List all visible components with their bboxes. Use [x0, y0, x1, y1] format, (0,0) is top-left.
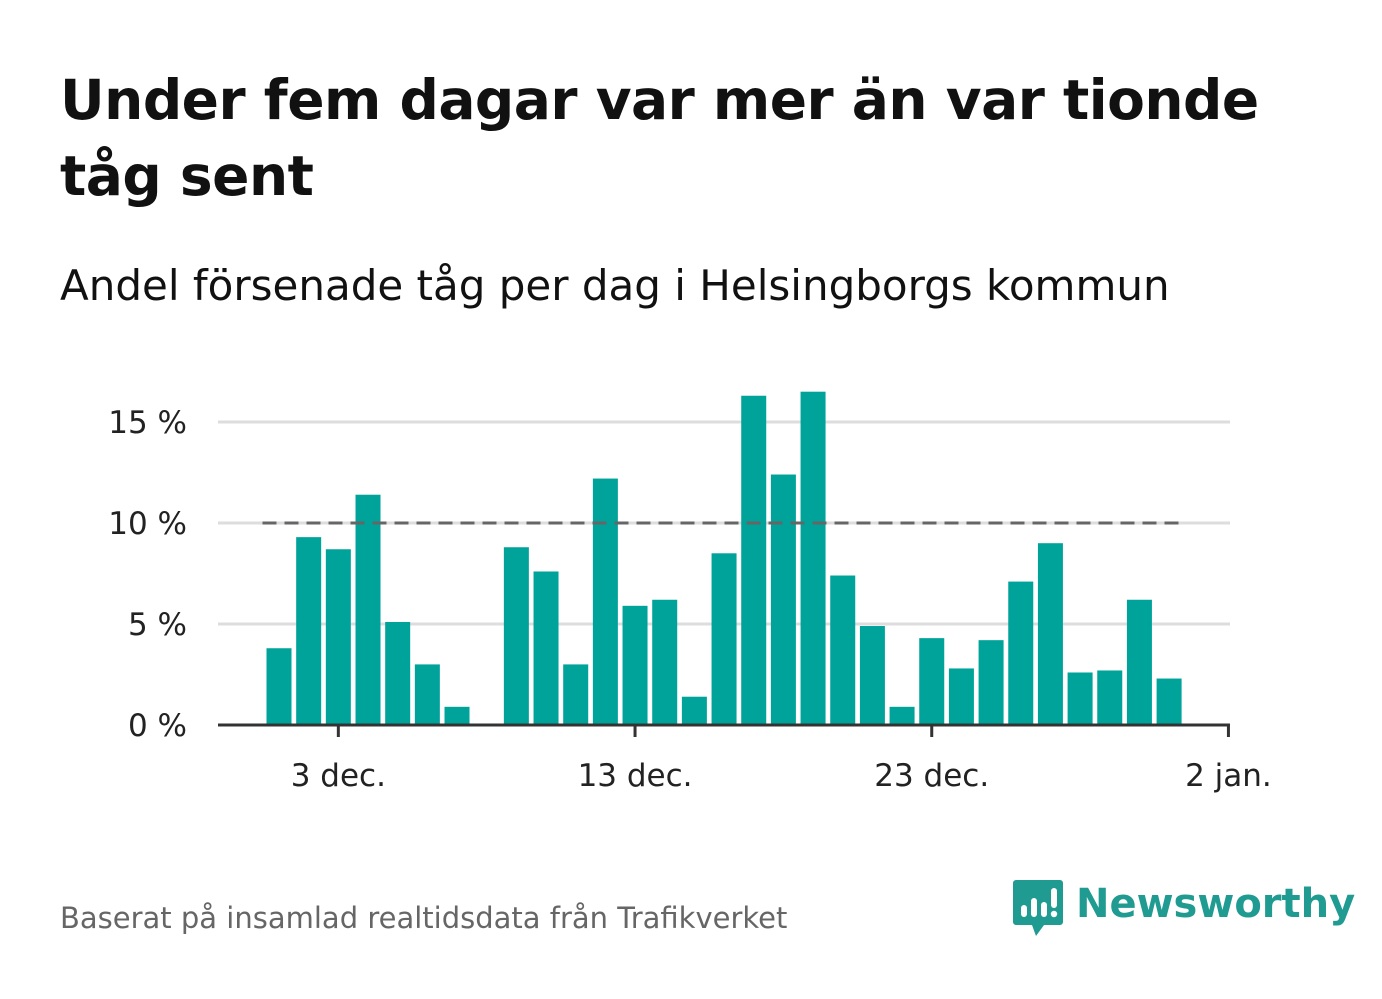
x-tick-label: 2 jan. — [1185, 758, 1272, 794]
bar — [681, 696, 707, 725]
bar — [800, 391, 826, 725]
bar — [414, 664, 440, 725]
bar — [444, 706, 470, 725]
bar — [355, 494, 381, 725]
bar — [948, 668, 974, 725]
bar — [1156, 678, 1182, 725]
bar — [325, 549, 351, 725]
bar — [978, 640, 1004, 725]
bars — [266, 391, 1182, 725]
bar — [830, 575, 856, 725]
bar — [1067, 672, 1093, 725]
x-tick-label: 13 dec. — [578, 758, 693, 794]
brand-name: Newsworthy — [1076, 881, 1356, 927]
newsworthy-logo-icon — [1013, 880, 1063, 936]
source-note: Baserat på insamlad realtidsdata från Tr… — [60, 901, 788, 935]
bar — [1008, 581, 1034, 725]
bar — [919, 638, 945, 725]
bar — [266, 648, 292, 725]
bar — [770, 474, 796, 725]
bar — [1037, 543, 1063, 725]
bar — [296, 537, 322, 725]
x-tick-label: 3 dec. — [291, 758, 386, 794]
brand-logo[interactable]: Newsworthy — [1012, 878, 1355, 942]
axes: 0 % 5 % 10 % 15 % 3 dec. 13 dec. 23 dec. 2 jan. — [108, 405, 1272, 794]
bar — [741, 395, 767, 725]
bar — [592, 478, 618, 725]
chart-title: Under fem dagar var mer än var tionde tå… — [60, 68, 1259, 208]
y-tick-label: 0 % — [128, 708, 187, 744]
x-tick-label: 23 dec. — [874, 758, 989, 794]
bar — [385, 621, 411, 725]
chart-subtitle: Andel försenade tåg per dag i Helsingbor… — [60, 261, 1170, 310]
bar — [652, 599, 678, 725]
bar — [622, 605, 648, 725]
bar — [1097, 670, 1123, 725]
y-tick-label: 5 % — [128, 607, 187, 643]
bar — [533, 571, 559, 725]
bar — [1126, 599, 1152, 725]
y-tick-label: 15 % — [108, 405, 187, 441]
bar — [711, 553, 737, 725]
bar — [563, 664, 589, 725]
bar-chart: 0 % 5 % 10 % 15 % 3 dec. 13 dec. 23 dec. 2 jan. — [108, 391, 1272, 794]
bar — [503, 547, 529, 725]
bar — [859, 626, 885, 725]
y-tick-label: 10 % — [108, 506, 187, 542]
bar — [889, 706, 915, 725]
